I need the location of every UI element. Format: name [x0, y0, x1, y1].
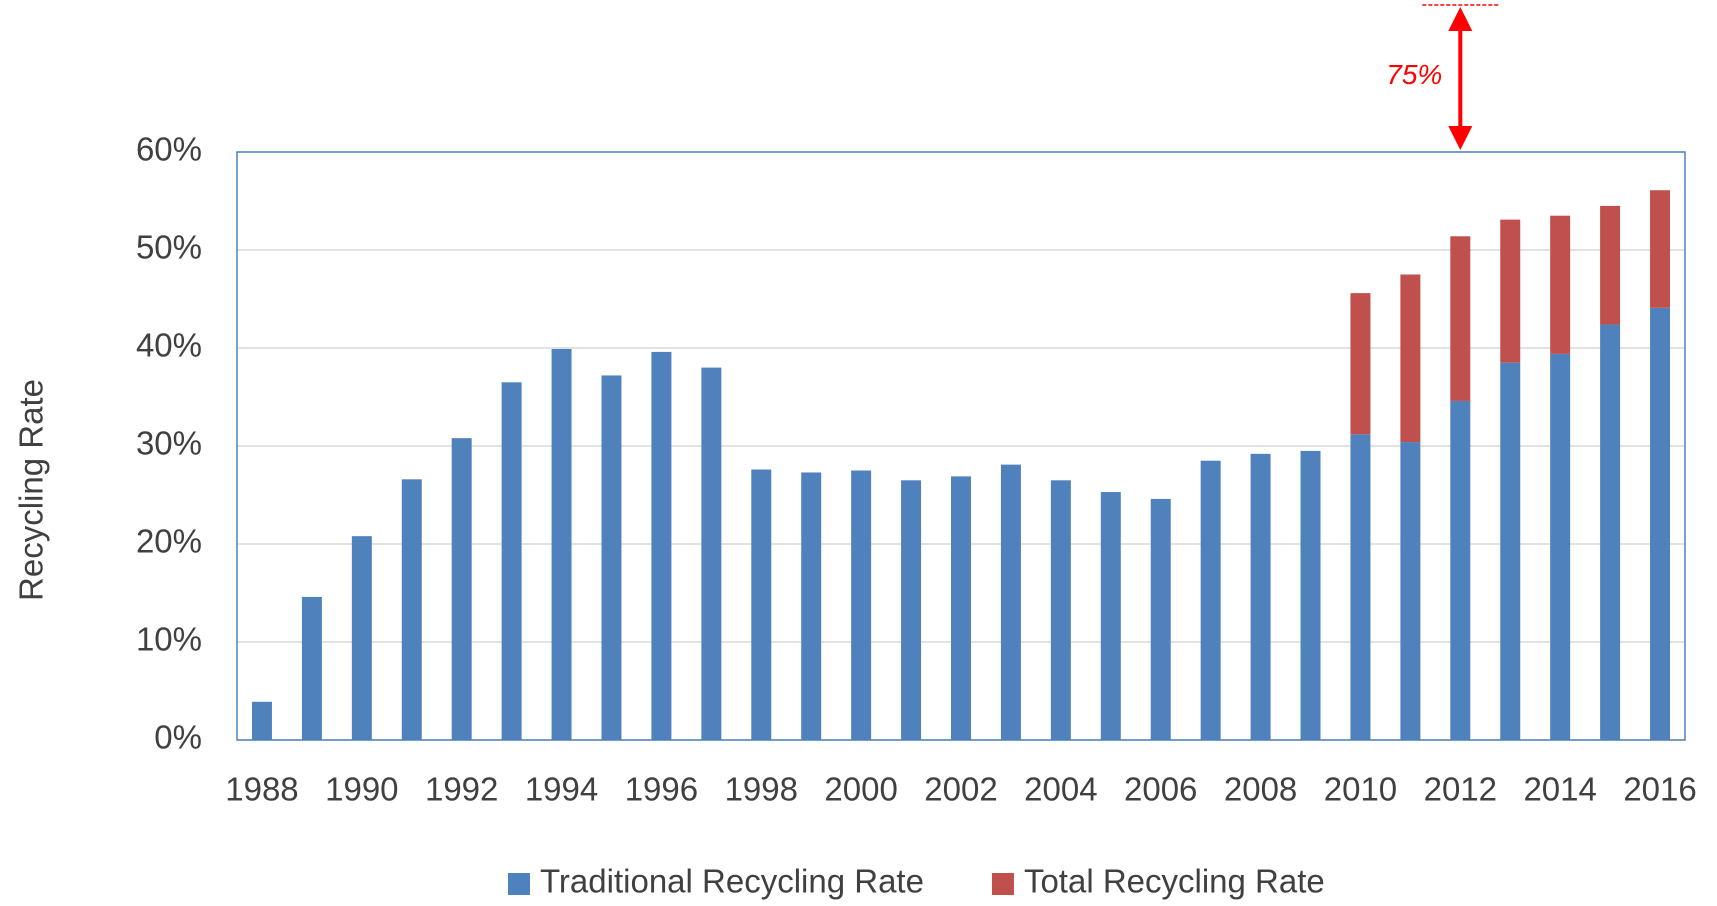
y-tick-label: 30% — [136, 425, 202, 462]
bar — [701, 367, 722, 740]
x-tick-label: 2016 — [1623, 771, 1696, 808]
y-tick-label: 20% — [136, 523, 202, 560]
x-tick-label: 1996 — [625, 771, 698, 808]
bar — [751, 469, 772, 740]
bar — [901, 480, 922, 740]
bar — [1450, 236, 1471, 401]
x-tick-label: 2014 — [1523, 771, 1596, 808]
x-tick-label: 2010 — [1324, 771, 1397, 808]
bar — [1200, 460, 1221, 740]
bar — [1000, 464, 1021, 740]
legend-swatch — [991, 873, 1014, 895]
legend-label: Traditional Recycling Rate — [540, 863, 924, 900]
x-tick-label: 1998 — [725, 771, 798, 808]
bar — [1250, 453, 1271, 740]
annotation-label: 75% — [1386, 59, 1442, 90]
bar — [451, 438, 472, 740]
bar — [1050, 480, 1071, 740]
bar — [1500, 362, 1521, 740]
bar — [1400, 274, 1421, 443]
x-tick-label: 1992 — [425, 771, 498, 808]
x-tick-label: 1988 — [225, 771, 298, 808]
bar — [951, 476, 971, 740]
bar — [1600, 205, 1621, 325]
y-tick-label: 0% — [154, 719, 202, 756]
arrow-head — [1448, 7, 1473, 31]
bar — [1150, 498, 1171, 740]
y-tick-label: 40% — [136, 327, 202, 364]
bar — [1550, 353, 1571, 740]
bar — [501, 382, 522, 740]
bar — [551, 348, 572, 740]
bar — [1350, 293, 1371, 435]
plot-border — [236, 151, 1686, 741]
x-tick-label: 1994 — [525, 771, 598, 808]
bar — [1650, 190, 1671, 308]
bar — [1550, 215, 1571, 354]
arrow-head — [1448, 126, 1473, 150]
x-tick-label: 2000 — [824, 771, 897, 808]
bar — [401, 479, 422, 740]
x-tick-label: 2008 — [1224, 771, 1297, 808]
legend-swatch — [508, 873, 530, 895]
x-tick-label: 1990 — [325, 771, 398, 808]
bar — [851, 470, 872, 740]
x-tick-label: 2006 — [1124, 771, 1197, 808]
legend-label: Total Recycling Rate — [1024, 863, 1325, 900]
y-tick-label: 50% — [136, 229, 202, 266]
y-tick-label: 60% — [136, 131, 202, 168]
bar — [1300, 450, 1321, 740]
bar — [1400, 442, 1421, 740]
x-tick-label: 2004 — [1024, 771, 1097, 808]
x-tick-label: 2002 — [924, 771, 997, 808]
bar — [1650, 307, 1671, 740]
bar — [1500, 219, 1521, 363]
bar — [351, 536, 372, 740]
bar — [1450, 400, 1471, 740]
x-tick-label: 2012 — [1424, 771, 1497, 808]
y-axis-label: Recycling Rate — [13, 379, 50, 601]
bar — [1600, 324, 1621, 740]
bar — [1350, 434, 1371, 740]
bar — [251, 701, 272, 740]
bar — [301, 596, 322, 740]
bar — [601, 375, 622, 740]
bar — [651, 351, 672, 740]
bar — [1100, 492, 1121, 740]
bar — [801, 472, 822, 740]
y-tick-label: 10% — [136, 621, 202, 658]
